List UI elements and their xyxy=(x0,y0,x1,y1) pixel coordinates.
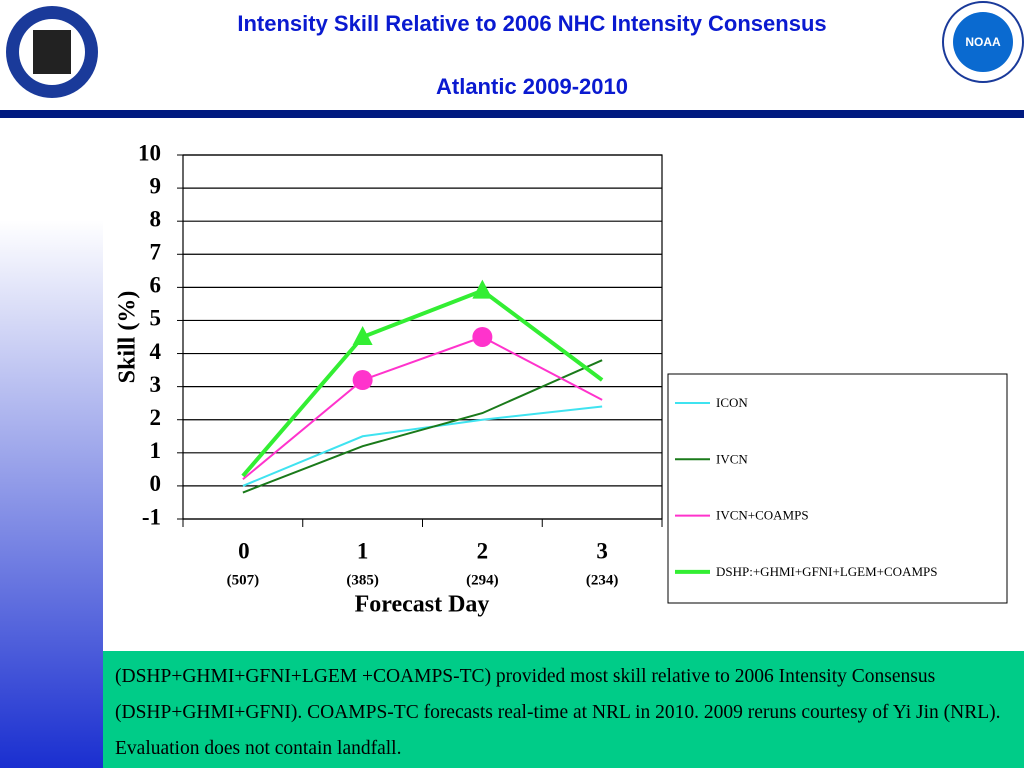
x-sublabel: (234) xyxy=(586,572,619,588)
y-tick-label: 2 xyxy=(150,405,162,430)
y-tick-label: 3 xyxy=(150,372,162,397)
left-logo xyxy=(6,6,98,98)
y-tick-label: 9 xyxy=(150,173,162,198)
x-axis-label: Forecast Day xyxy=(355,592,490,618)
y-tick-label: 4 xyxy=(150,339,162,364)
x-sublabel: (385) xyxy=(346,572,379,588)
series-line xyxy=(241,288,604,478)
note: (DSHP+GHMI+GFNI+LGEM +COAMPS-TC) provide… xyxy=(103,651,1024,768)
y-axis-label: Skill (%) xyxy=(115,291,141,384)
series-line xyxy=(242,335,603,481)
y-tick-label: 8 xyxy=(150,206,162,231)
x-tick-label: 0 xyxy=(238,538,250,563)
marker xyxy=(472,279,493,299)
legend-label: DSHP:+GHMI+GFNI+LGEM+COAMPS xyxy=(716,564,937,579)
marker xyxy=(352,326,373,345)
right-logo: NOAA xyxy=(942,1,1024,83)
marker xyxy=(352,370,373,391)
x-sublabel: (507) xyxy=(227,572,260,588)
y-tick-label: -1 xyxy=(142,504,161,529)
subtitle: Atlantic 2009-2010 xyxy=(436,74,628,99)
legend-label: ICON xyxy=(716,395,748,410)
x-tick-label: 2 xyxy=(477,538,489,563)
side-strip xyxy=(0,220,103,768)
x-tick-label: 1 xyxy=(357,538,369,563)
y-tick-label: 0 xyxy=(150,471,162,496)
x-sublabel: (294) xyxy=(466,572,499,588)
series-line xyxy=(242,359,603,494)
legend-box xyxy=(667,373,1008,604)
marker xyxy=(472,327,493,347)
header-bar xyxy=(0,110,1024,118)
series-line xyxy=(242,405,603,487)
y-tick-label: 1 xyxy=(150,438,162,463)
y-tick-label: 6 xyxy=(150,273,162,298)
legend-label: IVCN+COAMPS xyxy=(716,508,809,523)
y-tick-label: 5 xyxy=(150,306,162,331)
x-tick-label: 3 xyxy=(596,538,608,563)
title: Intensity Skill Relative to 2006 NHC Int… xyxy=(237,11,826,36)
y-tick-label: 10 xyxy=(138,140,161,165)
legend-label: IVCN xyxy=(716,451,748,466)
logo-text: NOAA xyxy=(965,35,1001,49)
y-tick-label: 7 xyxy=(150,240,162,265)
